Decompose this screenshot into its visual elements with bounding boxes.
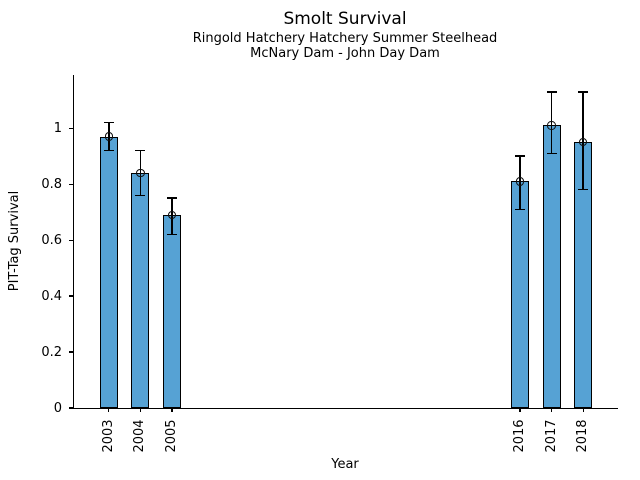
- x-tick-label-2018: 2018: [575, 419, 591, 453]
- point-marker-2004: [136, 168, 145, 178]
- chart-title: Smolt Survival: [283, 9, 407, 29]
- error-cap-top-2018: [578, 91, 589, 93]
- x-tick-mark: [550, 408, 553, 412]
- error-cap-top-2016: [514, 155, 525, 157]
- error-cap-bottom-2016: [514, 208, 525, 211]
- error-cap-bottom-2017: [546, 152, 557, 155]
- chart-subtitle-hatchery: Ringold Hatchery Hatchery Summer Steelhe…: [192, 31, 498, 46]
- x-tick-mark: [582, 408, 584, 412]
- point-marker-2003: [104, 132, 113, 141]
- bar-2017: [542, 125, 561, 408]
- x-tick-label-2005: 2005: [164, 419, 180, 453]
- error-cap-top-2017: [546, 91, 557, 93]
- y-tick-label: 0.6: [41, 232, 62, 248]
- point-marker-2005: [167, 210, 177, 220]
- y-tick-mark: [68, 295, 73, 297]
- error-cap-bottom-2004: [135, 194, 146, 197]
- chart-subtitle-reach: McNary Dam - John Day Dam: [250, 46, 440, 61]
- error-cap-bottom-2018: [578, 188, 589, 191]
- error-cap-top-2004: [135, 149, 146, 152]
- y-tick-label: 0.8: [41, 176, 62, 192]
- y-tick-label: 0.4: [41, 288, 62, 304]
- y-tick-mark: [68, 239, 73, 241]
- x-tick-mark: [108, 408, 110, 412]
- y-tick-mark: [68, 183, 73, 185]
- point-marker-2018: [579, 137, 588, 147]
- y-axis-label: PIT-Tag Survival: [7, 190, 22, 292]
- bar-2005: [163, 214, 182, 408]
- x-tick-mark: [139, 408, 141, 412]
- y-tick-mark: [68, 407, 73, 409]
- point-marker-2017: [547, 121, 556, 130]
- x-axis-label: Year: [331, 457, 359, 472]
- error-cap-bottom-2005: [167, 233, 178, 236]
- x-tick-label-2004: 2004: [132, 419, 148, 453]
- bar-2003: [99, 136, 118, 408]
- y-tick-mark: [68, 127, 73, 129]
- x-tick-mark: [171, 408, 173, 412]
- x-tick-label-2003: 2003: [100, 419, 116, 453]
- error-cap-bottom-2003: [103, 149, 114, 152]
- error-cap-top-2003: [103, 121, 114, 124]
- y-tick-label: 1: [53, 120, 62, 136]
- x-tick-label-2017: 2017: [543, 419, 559, 453]
- plot-area: 0 0.2 0.4 0.6 0.8 1 2003 2004 2005 2016 2017 2018: [41, 75, 618, 453]
- bar-2016: [510, 181, 529, 408]
- x-tick-label-2016: 2016: [511, 419, 527, 453]
- error-cap-top-2005: [167, 197, 178, 199]
- x-tick-mark: [519, 408, 521, 412]
- point-marker-2016: [515, 177, 525, 186]
- y-tick-mark: [68, 351, 73, 353]
- bar-2004: [131, 172, 150, 408]
- y-tick-label: 0.2: [41, 344, 62, 360]
- y-tick-label: 0: [53, 400, 62, 416]
